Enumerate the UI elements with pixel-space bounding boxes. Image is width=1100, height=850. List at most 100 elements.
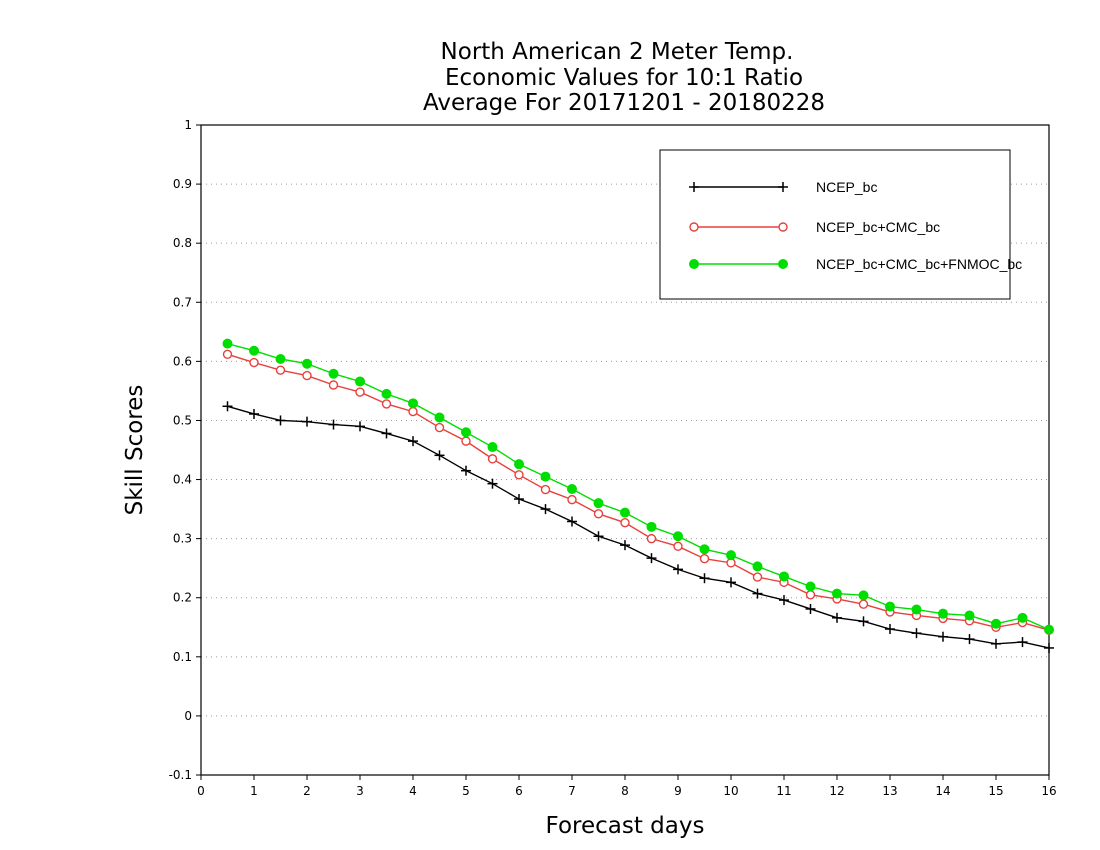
data-point [487, 442, 498, 453]
data-point [593, 531, 604, 542]
series-line [227, 405, 1050, 649]
legend-entry-2: NCEP_bc+CMC_bc [689, 219, 940, 235]
data-point [567, 516, 577, 527]
x-tick-label: 1 [250, 784, 258, 798]
data-point [1044, 624, 1054, 635]
x-tick-label: 16 [1041, 784, 1056, 798]
x-tick-label: 5 [462, 784, 470, 798]
y-tick-label: 0 [184, 709, 192, 723]
data-point [911, 604, 922, 615]
data-point [673, 541, 683, 552]
x-tick-label: 10 [723, 784, 738, 798]
data-point [911, 628, 922, 639]
y-tick-label: 0.3 [173, 532, 192, 546]
x-tick-label: 11 [776, 784, 791, 798]
data-point [1017, 612, 1028, 623]
data-point [461, 465, 471, 476]
data-point [832, 612, 842, 623]
series-line [227, 353, 1050, 631]
legend-marker [689, 222, 699, 232]
data-point [699, 544, 710, 555]
data-point [567, 484, 577, 494]
legend-marker [778, 222, 788, 232]
x-tick-label: 12 [829, 784, 844, 798]
data-point [540, 471, 551, 482]
data-point [355, 421, 365, 432]
y-axis-label: Skill Scores [122, 385, 148, 516]
data-point [805, 581, 816, 592]
legend-marker [778, 182, 788, 192]
chart-title-line-1: North American 2 Meter Temp. [441, 39, 794, 65]
data-point [593, 509, 604, 519]
data-point [752, 588, 763, 599]
data-point [461, 436, 471, 446]
data-point [434, 412, 445, 423]
data-point [408, 398, 418, 409]
data-point [275, 365, 286, 375]
data-point [540, 484, 551, 495]
x-tick-label: 4 [409, 784, 417, 798]
data-point [567, 494, 577, 505]
data-point [938, 608, 948, 619]
data-point [222, 349, 233, 359]
data-point [514, 470, 524, 480]
data-point [991, 638, 1001, 649]
data-point [938, 631, 948, 642]
x-axis-label: Forecast days [546, 813, 705, 839]
y-tick-label: 0.8 [173, 236, 192, 250]
x-tick-label: 0 [197, 784, 205, 798]
chart-title-line-2: Economic Values for 10:1 Ratio [445, 65, 803, 91]
data-point [885, 624, 895, 635]
data-point [487, 454, 498, 464]
x-tick-label: 13 [882, 784, 897, 798]
axis-ticks: -0.100.10.20.30.40.50.60.70.80.910 1 2 3 4 5 6… [169, 118, 1057, 798]
data-point [302, 358, 312, 369]
series-1 [222, 401, 1054, 653]
legend-box [659, 149, 1011, 300]
data-point [275, 415, 286, 426]
data-point [381, 399, 392, 409]
x-tick-label: 8 [621, 784, 629, 798]
series-3 [222, 338, 1054, 635]
chart-title-line-3: Average For 20171201 - 20180228 [423, 90, 825, 116]
x-tick-label: 2 [303, 784, 311, 798]
y-tick-label: 0.2 [173, 591, 192, 605]
data-point [805, 603, 816, 614]
series-line [227, 342, 1050, 631]
data-point [779, 571, 789, 582]
legend-label: NCEP_bc [816, 179, 877, 195]
data-point [222, 401, 233, 412]
data-point [991, 618, 1001, 629]
data-point [673, 564, 683, 575]
y-tick-label: 0.1 [173, 650, 192, 664]
data-point [487, 478, 498, 489]
x-tick-label: 14 [935, 784, 950, 798]
data-point [964, 610, 975, 621]
y-tick-label: 0.4 [173, 473, 192, 487]
data-point [514, 494, 524, 505]
data-point [726, 577, 736, 588]
data-point [646, 553, 657, 564]
data-point [249, 408, 259, 419]
y-tick-label: 0.6 [173, 354, 192, 368]
data-point [964, 634, 975, 645]
y-tick-label: 1 [184, 118, 192, 132]
y-tick-label: 0.5 [173, 413, 192, 427]
data-point [673, 531, 683, 542]
x-tick-label: 6 [515, 784, 523, 798]
series-layer [222, 338, 1054, 653]
legend-entry-1: NCEP_bc [689, 179, 877, 195]
data-point [514, 459, 524, 470]
data-point [461, 427, 471, 438]
data-point [408, 436, 418, 447]
data-point [328, 368, 339, 379]
data-point [328, 380, 339, 390]
data-point [699, 554, 710, 564]
legend-marker [689, 182, 699, 192]
data-point [408, 406, 418, 417]
x-tick-label: 9 [674, 784, 682, 798]
x-tick-label: 3 [356, 784, 364, 798]
data-point [805, 590, 816, 600]
data-point [646, 521, 657, 532]
